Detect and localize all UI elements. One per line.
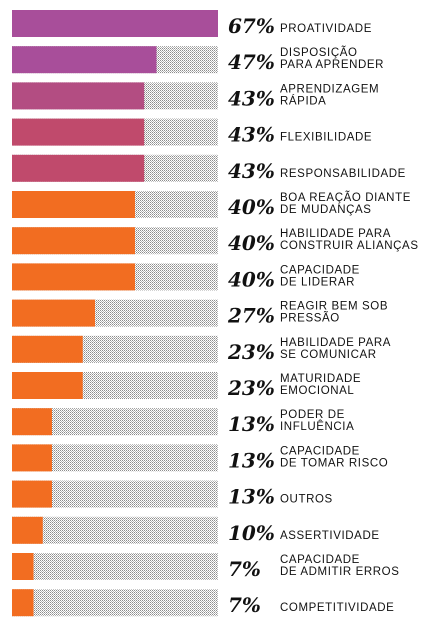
- category-label-line: DISPOSIÇÃO: [280, 46, 358, 59]
- value-label: 43%: [228, 123, 275, 147]
- category-label-line: DE TOMAR RISCO: [280, 457, 388, 469]
- category-label: DISPOSIÇÃO PARA APRENDER: [280, 46, 384, 71]
- category-label-line: CAPACIDADE: [280, 554, 360, 566]
- value-label: 13%: [228, 448, 275, 472]
- bar-track: [12, 553, 218, 580]
- category-label-line: MATURIDADE: [280, 373, 361, 385]
- category-label-line: SE COMUNICAR: [280, 349, 377, 361]
- bar: [12, 10, 218, 37]
- category-label-line: RÁPIDA: [280, 94, 326, 107]
- bar-track: [12, 589, 218, 617]
- category-label-line: HABILIDADE PARA: [280, 337, 391, 349]
- bar: [12, 589, 34, 617]
- category-label: RESPONSABILIDADE: [280, 168, 406, 180]
- value-label: 40%: [228, 231, 275, 255]
- category-label: REAGIR BEM SOB PRESSÃO: [280, 301, 388, 325]
- category-label-line: REAGIR BEM SOB: [280, 301, 388, 313]
- category-label: OUTROS: [280, 494, 333, 506]
- category-label: HABILIDADE PARA SE COMUNICAR: [280, 337, 391, 361]
- bar: [12, 480, 52, 508]
- value-label: 43%: [228, 86, 275, 110]
- value-label: 43%: [228, 159, 275, 183]
- category-label: HABILIDADE PARA CONSTRUIR ALIANÇAS: [280, 228, 419, 252]
- value-label: 23%: [227, 340, 275, 364]
- value-label: 47%: [228, 50, 275, 74]
- category-label-line: DE ADMITIR ERROS: [280, 566, 400, 578]
- bar: [12, 191, 135, 218]
- category-label: ASSERTIVIDADE: [280, 530, 380, 542]
- category-label-line: APRENDIZAGEM: [280, 83, 379, 95]
- bar: [12, 372, 83, 399]
- value-label: 23%: [227, 376, 275, 400]
- value-label: 10%: [228, 521, 275, 545]
- value-label: 7%: [228, 593, 261, 617]
- category-label: COMPETITIVIDADE: [280, 602, 394, 614]
- category-label-line: PARA APRENDER: [280, 59, 384, 71]
- bar: [12, 444, 52, 472]
- category-label: BOA REAÇÃO DIANTE DE MUDANÇAS: [280, 191, 411, 216]
- bar: [12, 46, 157, 74]
- category-label-line: DE MUDANÇAS: [280, 204, 372, 216]
- category-label: APRENDIZAGEM RÁPIDA: [280, 83, 379, 107]
- value-label: 27%: [227, 304, 275, 328]
- category-label-line: HABILIDADE PARA: [280, 228, 391, 240]
- bar: [12, 335, 83, 363]
- category-label-line: PODER DE: [280, 409, 345, 421]
- category-label-line: CAPACIDADE: [280, 445, 360, 457]
- value-label: 40%: [228, 267, 275, 291]
- bar: [12, 82, 145, 110]
- category-label-line: EMOCIONAL: [280, 385, 354, 397]
- category-label: PROATIVIDADE: [280, 23, 372, 35]
- category-label-line: CONSTRUIR ALIANÇAS: [280, 240, 419, 252]
- value-label: 7%: [228, 557, 261, 581]
- category-label-line: DE LIDERAR: [280, 276, 355, 288]
- category-label-line: BOA REAÇÃO DIANTE: [280, 191, 411, 204]
- category-label-line: CAPACIDADE: [280, 264, 360, 276]
- category-label: FLEXIBILIDADE: [280, 132, 372, 144]
- value-label: 40%: [228, 195, 275, 219]
- bar-track: [12, 516, 218, 544]
- bar: [12, 516, 43, 544]
- value-label: 67%: [228, 14, 275, 38]
- value-label: 13%: [228, 485, 275, 509]
- bar: [12, 118, 145, 146]
- category-label: CAPACIDADE DE LIDERAR: [280, 264, 360, 288]
- bar: [12, 154, 145, 182]
- category-label: MATURIDADE EMOCIONAL: [280, 373, 361, 397]
- category-label: CAPACIDADE DE TOMAR RISCO: [280, 445, 388, 469]
- bar: [12, 553, 34, 580]
- category-label-line: INFLUÊNCIA: [280, 420, 354, 433]
- bar: [12, 408, 52, 436]
- bar: [12, 299, 96, 327]
- category-label: PODER DE INFLUÊNCIA: [280, 409, 354, 433]
- value-label: 13%: [228, 412, 275, 436]
- category-label-line: PRESSÃO: [280, 312, 340, 325]
- category-label: CAPACIDADE DE ADMITIR ERROS: [280, 554, 400, 578]
- bar: [12, 263, 135, 291]
- bar: [12, 227, 135, 255]
